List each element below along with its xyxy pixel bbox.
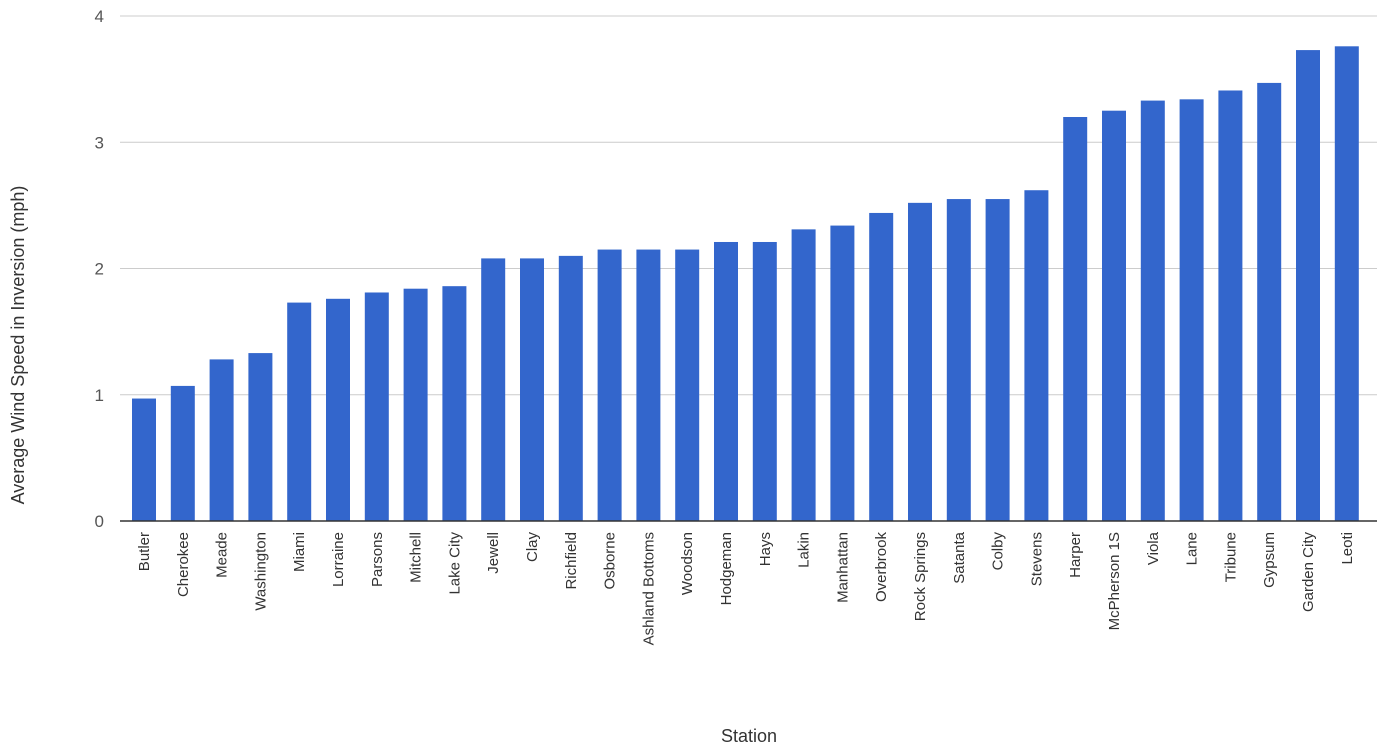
x-category-label: Meade [214,532,231,578]
x-category-label: Lane [1184,532,1201,565]
bars [132,46,1359,522]
y-tick-label: 4 [95,7,104,26]
bar-washington[interactable] [248,353,273,521]
x-category-label: Lake City [446,532,463,595]
bar-jewell[interactable] [481,258,506,521]
bar-butler[interactable] [132,398,156,521]
bar-clay[interactable] [520,258,544,521]
bar-lane[interactable] [1179,99,1204,521]
x-category-label: Colby [990,532,1007,571]
x-category-labels: Butler Cherokee Meade Washington Miami Lorrai… [136,531,1356,645]
gridlines [120,15,1377,396]
x-category-label: Rock Springs [912,532,929,621]
bar-manhattan[interactable] [830,225,855,521]
y-tick-label: 0 [95,512,104,531]
x-category-label: Miami [291,532,308,572]
x-category-label: Overbrook [873,532,890,603]
x-category-label: Richfield [563,532,580,590]
x-category-label: Lorraine [330,532,347,587]
bar-hays[interactable] [752,241,777,522]
x-category-label: Washington [252,532,269,611]
bar-ashland-bottoms[interactable] [636,249,661,521]
x-category-label: Viola [1145,531,1162,565]
x-category-label: Parsons [369,532,386,587]
y-tick-labels: 0 1 2 3 4 [95,7,104,531]
bar-osborne[interactable] [597,249,622,521]
x-category-label: Leoti [1339,532,1356,565]
x-category-label: Manhattan [834,532,851,603]
y-tick-label: 2 [95,260,104,279]
x-category-label: Harper [1067,532,1084,578]
x-category-label: Mitchell [408,532,425,583]
x-category-label: Osborne [602,532,619,590]
bar-lake-city[interactable] [442,286,467,521]
y-tick-label: 3 [95,133,104,152]
bar-gypsum[interactable] [1257,82,1282,521]
x-category-label: Clay [524,532,541,563]
x-category-label: Ashland Bottoms [640,532,657,645]
x-category-label: Cherokee [175,532,192,597]
bar-lakin[interactable] [791,229,816,522]
x-category-label: Stevens [1028,532,1045,586]
bar-richfield[interactable] [558,255,583,521]
bar-tribune[interactable] [1218,90,1243,522]
y-axis-title: Average Wind Speed in Inversion (mph) [8,186,28,505]
x-axis-title: Station [721,726,777,746]
bar-mcpherson-1s[interactable] [1102,110,1126,521]
bar-rock-springs[interactable] [908,202,932,521]
bar-miami[interactable] [287,302,312,521]
bar-viola[interactable] [1140,100,1165,522]
x-category-label: Satanta [951,531,968,583]
x-category-label: Gypsum [1261,532,1278,588]
x-category-label: Hodgeman [718,532,735,605]
bar-mitchell[interactable] [403,288,428,521]
x-category-label: Garden City [1300,532,1317,613]
bar-harper[interactable] [1063,117,1088,521]
x-category-label: McPherson 1S [1106,532,1123,630]
x-category-label: Woodson [679,532,696,595]
bar-cherokee[interactable] [170,385,195,521]
bar-meade[interactable] [209,359,234,521]
bar-garden-city[interactable] [1296,50,1320,522]
bar-overbrook[interactable] [869,212,894,521]
bar-satanta[interactable] [946,199,971,521]
x-category-label: Jewell [485,532,502,574]
bar-parsons[interactable] [364,292,389,521]
bar-leoti[interactable] [1334,46,1359,522]
x-category-label: Butler [136,532,153,571]
bar-hodgeman[interactable] [714,241,738,522]
x-category-label: Tribune [1222,532,1239,582]
bar-lorraine[interactable] [326,298,350,521]
y-tick-label: 1 [95,386,104,405]
bar-colby[interactable] [985,199,1010,521]
bar-stevens[interactable] [1024,190,1049,521]
x-category-label: Lakin [796,532,813,568]
x-category-label: Hays [757,532,774,566]
bar-woodson[interactable] [675,249,700,521]
